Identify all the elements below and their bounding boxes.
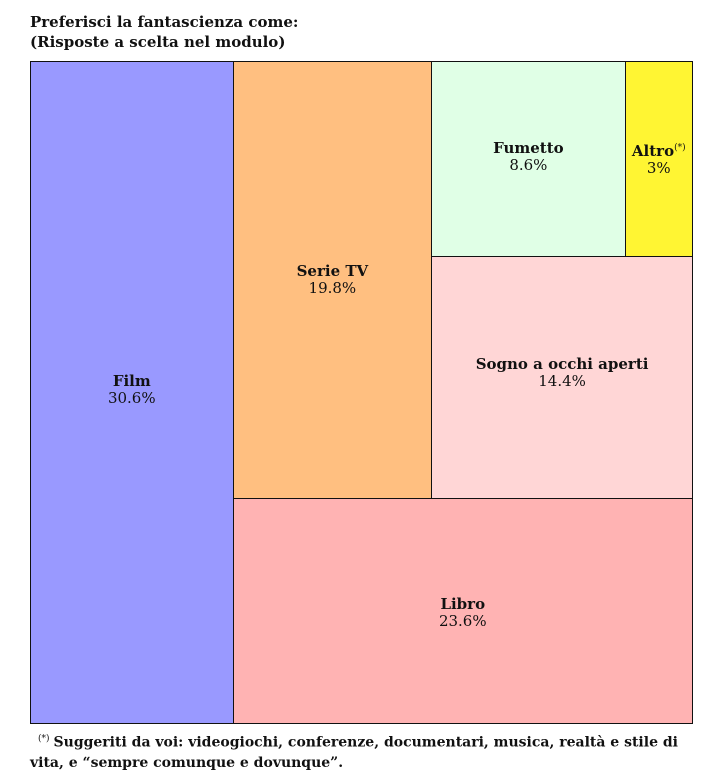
treemap-cell-altro: Altro(*) 3% (624, 61, 693, 257)
treemap-cell-label-text: Film (112, 372, 151, 391)
treemap-cell-label: Altro(*) (632, 140, 686, 160)
treemap: Film 30.6% Serie TV 19.8% Fumetto 8.6% Altro(*… (30, 61, 693, 724)
treemap-cell-label-text: Altro (631, 141, 675, 160)
treemap-cell-libro: Libro 23.6% (232, 497, 693, 724)
chart-title-line1: Preferisci la fantascienza come: (30, 13, 299, 31)
treemap-cell-label: Sogno a occhi aperti (476, 356, 649, 373)
chart-title: Preferisci la fantascienza come: (Rispos… (30, 12, 298, 52)
treemap-cell-label-text: Libro (440, 594, 486, 613)
treemap-cell-label: Fumetto (493, 138, 564, 157)
footnote-line1: (*) Suggeriti da voi: videogiochi, confer… (30, 729, 692, 753)
footnote-line2: vita, e “sempre comunque e dovunque”. (30, 754, 344, 771)
footnote-text-line1: Suggeriti da voi: videogiochi, conferenz… (53, 734, 678, 751)
treemap-cell-fumetto: Fumetto 8.6% (431, 61, 626, 257)
footnote: (*) Suggeriti da voi: videogiochi, confer… (30, 729, 692, 773)
treemap-cell-label: Serie TV (296, 261, 369, 280)
treemap-cell-label: Film (113, 373, 151, 390)
treemap-cell-film: Film 30.6% (30, 61, 234, 724)
treemap-cell-value: 19.8% (308, 278, 357, 297)
treemap-cell-serie-tv: Serie TV 19.8% (232, 61, 433, 499)
treemap-cell-value: 14.4% (538, 372, 586, 391)
treemap-cell-label-text: Fumetto (493, 138, 564, 157)
treemap-cell-label-text: Serie TV (296, 261, 369, 280)
treemap-cell-value: 8.6% (509, 155, 548, 174)
treemap-cell-value: 30.6% (107, 389, 156, 408)
chart-title-line2: (Risposte a scelta nel modulo) (30, 33, 286, 51)
treemap-cell-label-text: Sogno a occhi aperti (475, 355, 649, 374)
treemap-cell-value: 23.6% (438, 611, 487, 630)
treemap-cell-sogno-a-occhi-aperti: Sogno a occhi aperti 14.4% (431, 255, 693, 499)
treemap-cell-value: 3% (646, 158, 671, 177)
footnote-mark: (*) (38, 734, 50, 744)
treemap-cell-note-mark: (*) (674, 142, 686, 153)
treemap-cell-label: Libro (440, 594, 486, 613)
